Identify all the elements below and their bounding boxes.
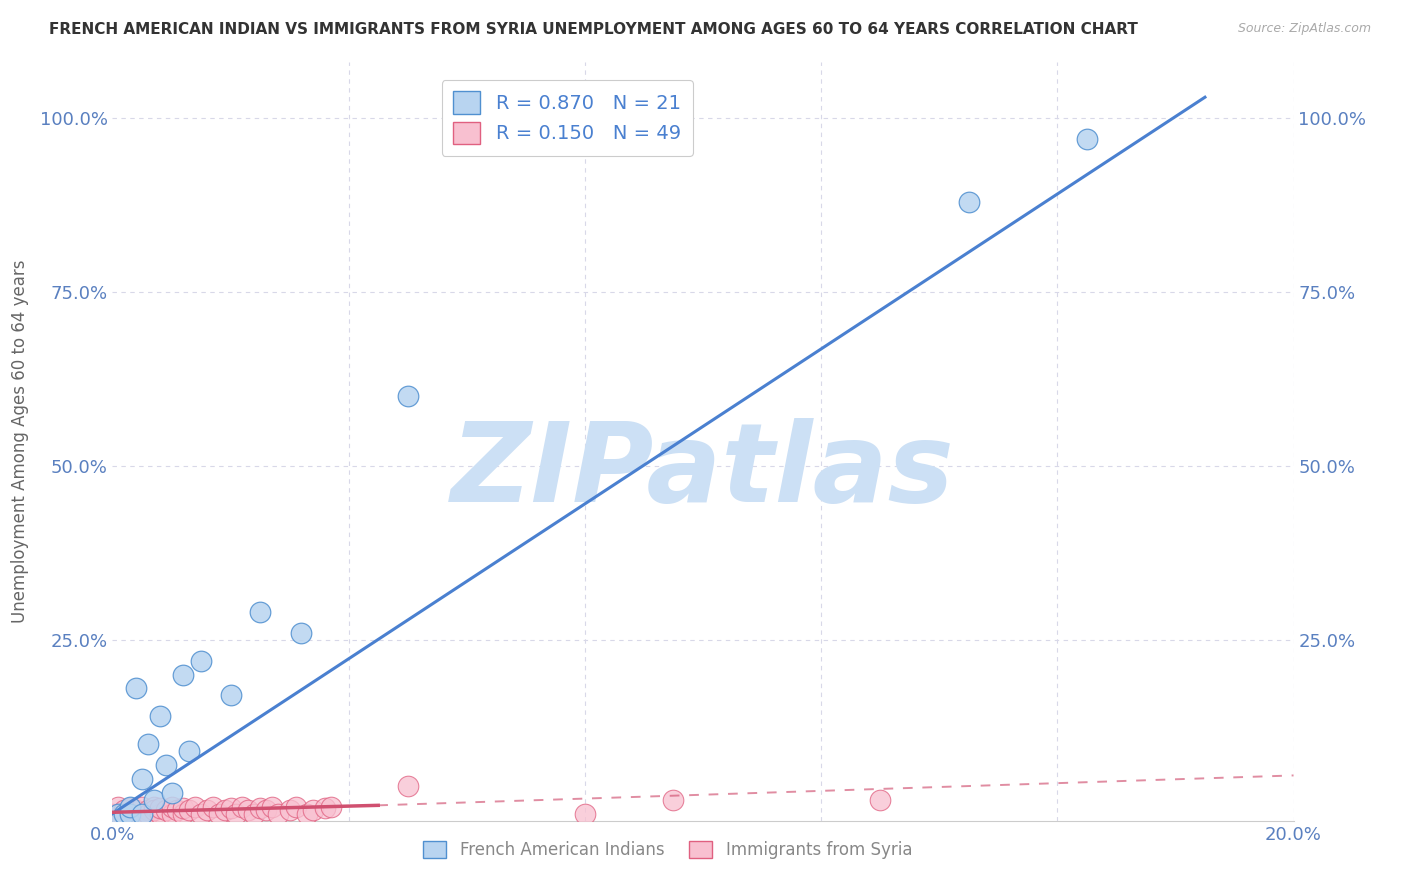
Point (131, 772, 153, 786)
Point (142, 799, 165, 814)
Point (195, 803, 218, 817)
Point (149, 806, 172, 821)
Point (149, 709, 172, 723)
Point (120, 801, 142, 815)
Point (254, 803, 277, 817)
Point (278, 803, 301, 817)
Point (249, 605, 271, 619)
Y-axis label: Unemployment Among Ages 60 to 64 years: Unemployment Among Ages 60 to 64 years (10, 260, 28, 624)
Point (574, 806, 596, 821)
Point (297, 806, 319, 821)
Point (319, 799, 342, 814)
Point (101, 806, 124, 821)
Point (396, 389, 419, 403)
Point (107, 806, 129, 821)
Point (131, 806, 153, 821)
Point (219, 689, 242, 703)
Point (160, 806, 183, 821)
Point (957, 194, 980, 209)
Point (260, 799, 283, 814)
Point (125, 803, 148, 817)
Point (172, 667, 194, 681)
Point (243, 806, 266, 821)
Point (396, 779, 419, 793)
Point (179, 744, 201, 758)
Point (107, 799, 129, 814)
Point (267, 806, 290, 821)
Point (120, 806, 142, 821)
Point (125, 806, 148, 821)
Point (314, 801, 336, 815)
Point (120, 806, 142, 821)
Legend: French American Indians, Immigrants from Syria: French American Indians, Immigrants from… (416, 834, 920, 865)
Point (160, 786, 183, 800)
Text: ZIPatlas: ZIPatlas (451, 418, 955, 525)
Text: FRENCH AMERICAN INDIAN VS IMMIGRANTS FROM SYRIA UNEMPLOYMENT AMONG AGES 60 TO 64: FRENCH AMERICAN INDIAN VS IMMIGRANTS FRO… (49, 22, 1137, 37)
Point (184, 799, 207, 814)
Point (214, 803, 236, 817)
Point (662, 793, 685, 807)
Point (136, 803, 159, 817)
Point (107, 806, 129, 821)
Point (155, 758, 177, 772)
Point (284, 799, 307, 814)
Point (249, 801, 271, 815)
Point (136, 737, 159, 751)
Point (219, 801, 242, 815)
Point (112, 806, 135, 821)
Point (136, 806, 159, 821)
Point (112, 803, 135, 817)
Point (131, 799, 153, 814)
Point (172, 806, 194, 821)
Point (225, 806, 247, 821)
Point (238, 803, 260, 817)
Point (125, 681, 148, 696)
Point (302, 803, 325, 817)
Point (166, 803, 188, 817)
Point (131, 806, 153, 821)
Point (231, 799, 253, 814)
Point (160, 799, 183, 814)
Point (201, 799, 224, 814)
Point (869, 793, 891, 807)
Point (172, 801, 194, 815)
Point (190, 806, 212, 821)
Point (120, 799, 142, 814)
Point (155, 803, 177, 817)
Text: Source: ZipAtlas.com: Source: ZipAtlas.com (1237, 22, 1371, 36)
Point (149, 801, 172, 815)
Point (142, 803, 165, 817)
Point (208, 806, 231, 821)
Point (1076, 132, 1098, 146)
Point (190, 654, 212, 668)
Point (112, 806, 135, 821)
Point (142, 793, 165, 807)
Point (179, 803, 201, 817)
Point (290, 625, 312, 640)
